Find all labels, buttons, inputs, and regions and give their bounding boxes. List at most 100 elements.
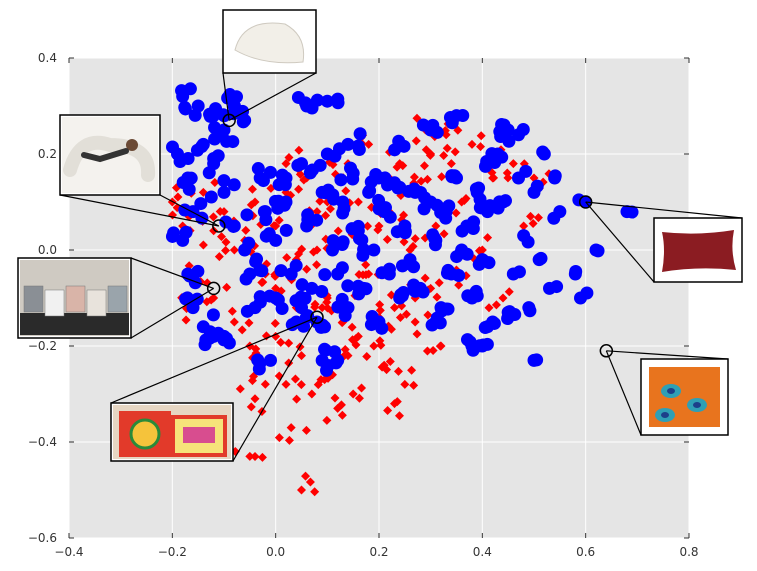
red-diamond-point bbox=[325, 204, 335, 214]
blue-circle-point bbox=[338, 309, 352, 323]
blue-circle-point bbox=[396, 285, 410, 299]
blue-circle-point bbox=[202, 166, 216, 180]
x-tick-label: 0.6 bbox=[576, 545, 595, 559]
red-diamond-point bbox=[209, 226, 219, 236]
blue-circle-point bbox=[320, 94, 334, 108]
red-diamond-point bbox=[363, 221, 373, 231]
red-diamond-point bbox=[361, 260, 371, 270]
blue-circle-point bbox=[318, 268, 332, 282]
blue-circle-point bbox=[335, 261, 349, 275]
red-diamond-point bbox=[276, 337, 286, 347]
red-diamond-point bbox=[221, 237, 231, 247]
blue-circle-point bbox=[175, 84, 189, 98]
throw-pillow-icon bbox=[107, 285, 128, 313]
blue-circle-point bbox=[425, 318, 439, 332]
blue-circle-point bbox=[240, 304, 254, 318]
red-diamond-point bbox=[410, 317, 420, 327]
red-diamond-point bbox=[450, 147, 460, 157]
red-diamond-point bbox=[351, 340, 361, 350]
red-diamond-point bbox=[198, 240, 208, 250]
red-diamond-point bbox=[347, 322, 357, 332]
blue-circle-point bbox=[331, 300, 345, 314]
red-pillow-icon bbox=[662, 230, 736, 272]
red-diamond-point bbox=[215, 206, 225, 216]
blue-circle-point bbox=[208, 132, 222, 146]
blue-circle-point bbox=[242, 236, 256, 250]
inset-leader-line bbox=[228, 72, 317, 121]
red-diamond-point bbox=[244, 318, 254, 328]
red-diamond-point bbox=[533, 213, 543, 223]
red-diamond-point bbox=[286, 423, 296, 433]
blue-circle-point bbox=[408, 284, 422, 298]
red-diamond-point bbox=[284, 338, 294, 348]
blue-circle-point bbox=[289, 259, 303, 273]
y-tick-label: 0.0 bbox=[38, 243, 57, 257]
red-diamond-point bbox=[358, 270, 368, 280]
red-diamond-point bbox=[454, 280, 464, 290]
blue-circle-point bbox=[188, 108, 202, 122]
red-diamond-point bbox=[210, 177, 220, 187]
inset-leader-line bbox=[222, 72, 230, 121]
red-diamond-point bbox=[333, 403, 343, 413]
blue-circle-point bbox=[416, 118, 430, 132]
inset-leader-line bbox=[606, 350, 729, 360]
red-diamond-point bbox=[392, 397, 402, 407]
red-diamond-point bbox=[377, 362, 387, 372]
red-diamond-point bbox=[260, 379, 270, 389]
red-diamond-point bbox=[409, 380, 419, 390]
red-diamond-point bbox=[274, 215, 284, 225]
red-diamond-point bbox=[439, 229, 449, 239]
blue-circle-point bbox=[217, 174, 231, 188]
blue-circle-point bbox=[301, 208, 315, 222]
red-diamond-point bbox=[294, 184, 304, 194]
red-diamond-point bbox=[400, 379, 410, 389]
red-diamond-point bbox=[491, 300, 501, 310]
blue-circle-point bbox=[221, 91, 235, 105]
blue-circle-point bbox=[456, 108, 470, 122]
red-diamond-point bbox=[416, 176, 426, 186]
red-diamond-point bbox=[317, 303, 327, 313]
blue-circle-point bbox=[219, 331, 233, 345]
blue-circle-point bbox=[512, 265, 526, 279]
red-diamond-point bbox=[337, 410, 347, 420]
inset-leader-line bbox=[605, 350, 642, 436]
blue-circle-point bbox=[418, 191, 432, 205]
blue-circle-point bbox=[395, 259, 409, 273]
red-diamond-point bbox=[270, 318, 280, 328]
blue-circle-point bbox=[194, 197, 208, 211]
blue-circle-point bbox=[442, 199, 456, 213]
blue-circle-point bbox=[466, 221, 480, 235]
blue-circle-point bbox=[472, 257, 486, 271]
blue-circle-point bbox=[271, 293, 285, 307]
x-tick-label: 0.4 bbox=[473, 545, 492, 559]
blue-circle-point bbox=[326, 243, 339, 257]
red-diamond-point bbox=[312, 260, 322, 270]
blue-circle-point bbox=[313, 158, 327, 172]
blue-circle-point bbox=[190, 292, 204, 306]
red-diamond-point bbox=[312, 207, 322, 217]
blue-circle-point bbox=[353, 127, 367, 141]
red-diamond-point bbox=[222, 282, 232, 292]
red-diamond-point bbox=[484, 303, 494, 313]
embroidered-cushion-icon bbox=[171, 415, 227, 457]
bench-icon bbox=[20, 313, 129, 335]
red-diamond-point bbox=[407, 365, 417, 375]
blue-circle-point bbox=[363, 184, 377, 198]
feather-eye-icon bbox=[661, 412, 669, 418]
blue-circle-point bbox=[232, 105, 246, 119]
blue-circle-point bbox=[190, 143, 204, 157]
blue-circle-point bbox=[226, 219, 240, 233]
red-diamond-point bbox=[294, 249, 304, 259]
red-diamond-point bbox=[274, 433, 284, 443]
u-pillow-icon bbox=[63, 135, 156, 182]
blue-circle-point bbox=[263, 165, 277, 179]
blue-circle-point bbox=[206, 308, 220, 322]
blue-circle-point bbox=[344, 161, 358, 175]
throw-pillow-icon bbox=[44, 289, 65, 317]
blue-circle-point bbox=[257, 205, 271, 219]
highlight-ring bbox=[222, 113, 236, 128]
blue-circle-point bbox=[253, 290, 267, 304]
blue-circle-point bbox=[320, 363, 334, 377]
red-diamond-point bbox=[297, 485, 306, 495]
blue-circle-point bbox=[179, 225, 193, 239]
